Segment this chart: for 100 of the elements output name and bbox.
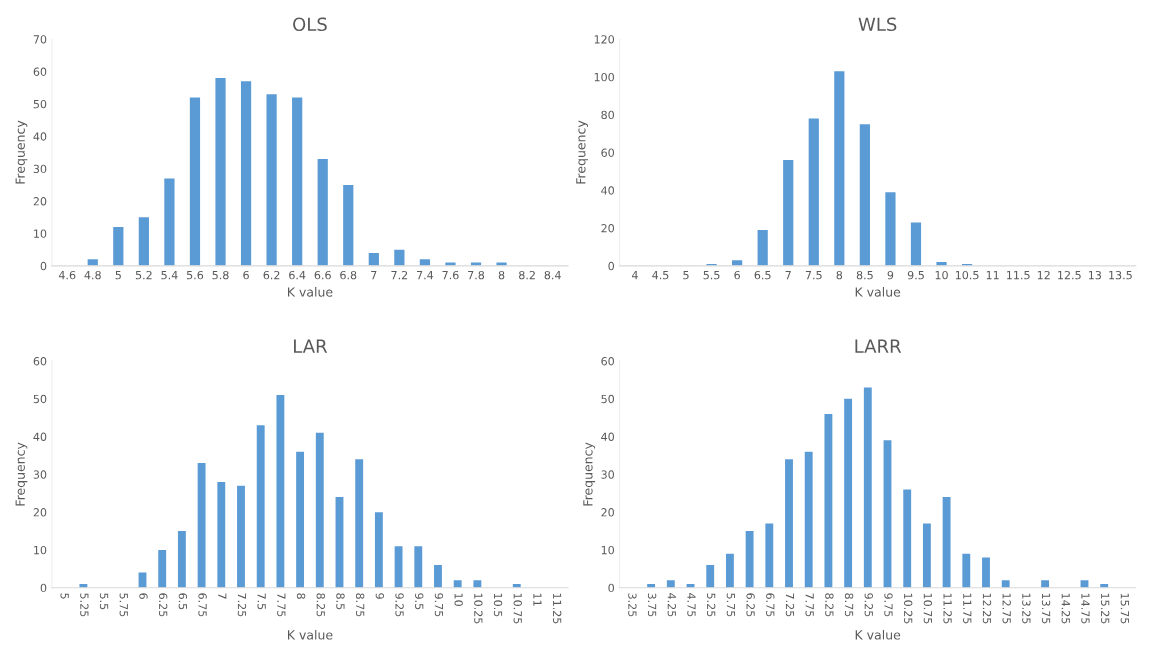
x-tick-label: 4.6: [58, 270, 76, 280]
x-tick-label: 11.25: [552, 593, 562, 624]
y-tick-label: 0: [40, 261, 47, 271]
x-tick-label: 14.75: [1081, 593, 1090, 624]
x-tick-label: 10: [454, 593, 463, 606]
x-tick-label: 7: [371, 271, 377, 280]
x-tick-label: 7.75: [805, 593, 814, 617]
y-tick-label: 10: [34, 229, 47, 238]
y-tick-label: 10: [601, 545, 614, 555]
y-axis-title: Frequency: [15, 442, 28, 506]
x-tick-label: 7.5: [805, 271, 822, 280]
x-tick-label: 6: [139, 593, 148, 599]
x-tick-label: 6.75: [766, 593, 775, 617]
y-tick-label: 20: [33, 508, 47, 517]
chart-title: LARR: [855, 339, 902, 353]
chart-title: WLS: [858, 17, 897, 32]
x-tick-label: 6.5: [178, 593, 188, 610]
x-tick-label: 10.75: [513, 593, 522, 624]
x-tick-label: 3.75: [647, 593, 657, 617]
x-tick-label: 4: [631, 271, 638, 280]
y-tick-label: 70: [33, 35, 47, 44]
x-tick-label: 7: [785, 271, 791, 280]
x-tick-label: 10.5: [955, 270, 979, 280]
x-tick-label: 11: [986, 271, 999, 280]
x-tick-label: 6.75: [198, 593, 207, 617]
x-tick-label: 5.6: [186, 270, 204, 280]
x-tick-label: 11.75: [963, 593, 972, 624]
x-tick-label: 6: [734, 270, 740, 280]
y-tick-label: 40: [601, 432, 614, 441]
x-tick-label: 9: [375, 593, 385, 599]
x-tick-label: 8.5: [336, 593, 345, 610]
y-tick-label: 20: [601, 224, 614, 233]
x-tick-label: 5.5: [99, 593, 109, 610]
x-tick-label: 10.75: [923, 593, 933, 624]
x-tick-label: 15.75: [1120, 593, 1129, 624]
chart-title: LAR: [294, 339, 328, 353]
y-tick-label: 20: [33, 197, 47, 206]
x-tick-label: 7.6: [442, 270, 459, 280]
y-tick-label: 20: [601, 508, 614, 517]
y-tick-label: 40: [33, 132, 47, 141]
x-tick-label: 8: [498, 270, 505, 280]
x-tick-label: 6.8: [340, 270, 357, 280]
x-tick-label: 9.75: [884, 593, 893, 617]
y-tick-label: 0: [40, 583, 47, 593]
x-tick-label: 5.25: [80, 593, 89, 617]
x-tick-label: 7.2: [391, 270, 408, 280]
x-tick-label: 7.5: [257, 593, 266, 610]
y-axis-title: Frequency: [15, 120, 28, 184]
x-tick-label: 13.75: [1041, 593, 1051, 624]
x-tick-label: 15.25: [1100, 593, 1110, 624]
x-tick-label: 13.25: [1022, 593, 1031, 624]
x-tick-label: 5.2: [135, 270, 152, 280]
y-tick-label: 50: [33, 394, 47, 404]
y-tick-label: 10: [34, 545, 47, 555]
x-axis-title: K value: [855, 287, 901, 297]
x-tick-label: 6: [243, 270, 249, 280]
x-tick-label: 7.4: [416, 271, 434, 280]
y-tick-label: 50: [601, 394, 614, 404]
y-tick-label: 30: [601, 470, 614, 479]
x-tick-label: 11.5: [1007, 271, 1030, 280]
x-tick-label: 4.25: [667, 593, 676, 617]
x-tick-label: 6.2: [263, 270, 280, 280]
x-tick-label: 5: [115, 271, 121, 280]
x-tick-label: 4.5: [652, 271, 669, 280]
x-tick-label: 7.25: [237, 593, 247, 617]
x-tick-label: 6.4: [289, 270, 306, 280]
y-tick-label: 40: [601, 186, 614, 195]
x-tick-label: 5.75: [119, 593, 128, 617]
x-tick-label: 6.25: [746, 593, 755, 617]
x-tick-label: 10.25: [903, 593, 913, 624]
x-tick-label: 5.5: [703, 271, 720, 280]
x-tick-label: 9.75: [434, 593, 444, 617]
y-tick-label: 30: [33, 164, 47, 174]
x-tick-label: 5: [60, 593, 69, 599]
x-tick-label: 5.25: [706, 593, 716, 617]
y-tick-label: 60: [33, 67, 47, 76]
chart-title: OLS: [293, 17, 327, 32]
x-axis-title: K value: [288, 287, 333, 297]
x-tick-label: 7.25: [785, 593, 795, 617]
x-tick-label: 5.4: [161, 271, 178, 280]
x-tick-label: 8.75: [844, 593, 854, 617]
x-tick-label: 5: [683, 271, 689, 280]
x-tick-label: 14.25: [1061, 593, 1070, 624]
x-tick-label: 5.75: [726, 593, 735, 617]
x-axis-title: K value: [855, 629, 901, 640]
y-tick-label: 0: [608, 583, 614, 593]
x-tick-label: 11: [533, 593, 542, 606]
x-tick-label: 8.4: [544, 270, 561, 280]
x-tick-label: 7: [218, 593, 227, 599]
x-tick-label: 13: [1088, 270, 1101, 280]
y-tick-label: 40: [33, 432, 47, 441]
x-tick-label: 9: [887, 270, 894, 280]
y-tick-label: 50: [33, 99, 47, 109]
x-tick-label: 7.8: [468, 270, 485, 280]
x-tick-label: 12.75: [1002, 593, 1011, 624]
x-tick-label: 10: [935, 270, 948, 280]
x-tick-label: 7.75: [277, 593, 286, 617]
x-tick-label: 10.5: [493, 593, 503, 617]
x-axis-title: K value: [288, 629, 333, 640]
x-tick-label: 4.75: [687, 593, 696, 617]
